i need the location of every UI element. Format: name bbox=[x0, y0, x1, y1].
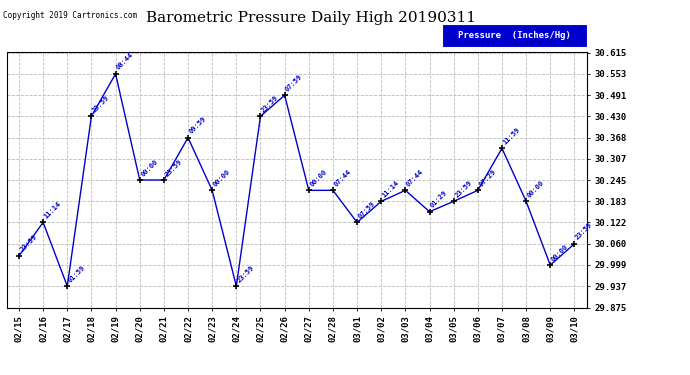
Text: 11:59: 11:59 bbox=[502, 126, 521, 146]
Text: Pressure  (Inches/Hg): Pressure (Inches/Hg) bbox=[457, 31, 571, 40]
Text: 07:59: 07:59 bbox=[357, 200, 376, 220]
Text: 00:00: 00:00 bbox=[308, 168, 328, 188]
Text: 23:59: 23:59 bbox=[164, 158, 183, 177]
Text: 00:00: 00:00 bbox=[526, 179, 545, 199]
Text: 23:59: 23:59 bbox=[260, 94, 279, 114]
Text: 01:59: 01:59 bbox=[67, 264, 86, 284]
Text: Copyright 2019 Cartronics.com: Copyright 2019 Cartronics.com bbox=[3, 11, 137, 20]
Text: 23:59: 23:59 bbox=[236, 264, 255, 284]
Text: 09:59: 09:59 bbox=[188, 116, 207, 135]
Text: Barometric Pressure Daily High 20190311: Barometric Pressure Daily High 20190311 bbox=[146, 11, 475, 25]
Text: 07:44: 07:44 bbox=[333, 168, 352, 188]
Text: 23:59: 23:59 bbox=[574, 222, 593, 241]
Text: 07:44: 07:44 bbox=[405, 168, 424, 188]
Text: 23:59: 23:59 bbox=[453, 179, 473, 199]
Text: 00:00: 00:00 bbox=[212, 168, 231, 188]
Text: 23:59: 23:59 bbox=[19, 234, 38, 253]
Text: 07:59: 07:59 bbox=[284, 73, 304, 93]
Text: 01:29: 01:29 bbox=[429, 190, 448, 209]
Text: 00:00: 00:00 bbox=[139, 158, 159, 177]
Text: 00:00: 00:00 bbox=[550, 243, 569, 262]
Text: 23:59: 23:59 bbox=[91, 94, 110, 114]
Text: 11:14: 11:14 bbox=[43, 200, 62, 220]
Text: 08:44: 08:44 bbox=[115, 52, 135, 71]
Text: 11:14: 11:14 bbox=[381, 179, 400, 199]
Text: 07:29: 07:29 bbox=[477, 168, 497, 188]
